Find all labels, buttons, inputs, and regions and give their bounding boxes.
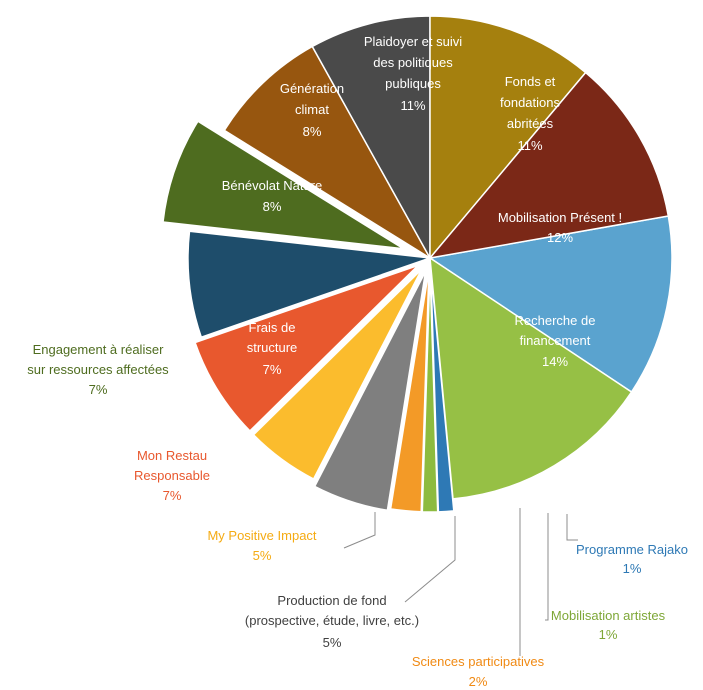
- slice-value-sciences-participatives: 2%: [469, 674, 488, 689]
- slice-label-generation-climat-1: Génération: [280, 81, 344, 96]
- pie-slice-engagement-a-realiser-sur-ressources-affectees: [162, 120, 404, 250]
- slice-label-plaidoyer-et-suivi-des-politiques-publiques-2: des politiques: [373, 55, 453, 70]
- slice-label-engagement-a-realiser-sur-ressources-affectees-2: sur ressources affectées: [27, 362, 169, 377]
- slice-value-frais-de-structure: 7%: [263, 362, 282, 377]
- slice-label-plaidoyer-et-suivi-des-politiques-publiques-1: Plaidoyer et suivi: [364, 34, 462, 49]
- slice-label-mobilisation-present-1: Mobilisation Présent !: [498, 210, 622, 225]
- pie-slice-production-de-fond-prospective-etude-livre-etc: [313, 270, 427, 512]
- slice-label-recherche-de-financement-1: Recherche de: [515, 313, 596, 328]
- slice-label-programme-rajako-1: Programme Rajako: [576, 542, 688, 557]
- slice-label-fonds-et-fondations-abritees-2: fondations: [500, 95, 560, 110]
- leader-line-my-positive-impact: [343, 512, 376, 549]
- pie-slice-my-positive-impact: [252, 268, 423, 481]
- pie-slice-plaidoyer-et-suivi-des-politiques-publiques: [429, 15, 587, 261]
- leader-line-programme-rajako: [566, 514, 578, 541]
- slice-value-generation-climat: 8%: [303, 124, 322, 139]
- leader-line-mobilisation-artistes: [545, 513, 549, 621]
- pie-slice-mobilisation-present: [428, 215, 673, 394]
- pie-slice-fonds-et-fondations-abritees: [428, 71, 670, 260]
- slice-label-generation-climat-2: climat: [295, 102, 329, 117]
- slice-value-fonds-et-fondations-abritees: 11%: [517, 138, 542, 153]
- slice-label-fonds-et-fondations-abritees-1: Fonds et: [505, 74, 556, 89]
- slice-label-sciences-participatives-1: Sciences participatives: [412, 654, 545, 669]
- slice-label-mobilisation-artistes-1: Mobilisation artistes: [551, 608, 666, 623]
- pie-slice-sciences-participatives: [389, 269, 430, 513]
- slice-label-frais-de-structure-1: Frais de: [249, 320, 296, 335]
- slice-value-engagement-a-realiser-sur-ressources-affectees: 7%: [89, 382, 108, 397]
- pie-slice-benevolat-nature: [223, 45, 433, 261]
- slice-label-fonds-et-fondations-abritees-3: abritées: [507, 116, 554, 131]
- pie-slice-mon-restau-responsable: [194, 264, 419, 432]
- slice-value-mobilisation-artistes: 1%: [599, 627, 618, 642]
- slice-label-production-de-fond-prospective-etude-livre-etc-1: Production de fond: [277, 593, 386, 608]
- slice-label-mon-restau-responsable-2: Responsable: [134, 468, 210, 483]
- pie-slice-recherche-de-financement: [429, 256, 633, 500]
- slice-value-programme-rajako: 1%: [623, 561, 642, 576]
- slice-value-production-de-fond-prospective-etude-livre-etc: 5%: [323, 635, 342, 650]
- slice-label-frais-de-structure-2: structure: [247, 340, 298, 355]
- pie-slice-frais-de-structure: [187, 230, 431, 339]
- slice-label-my-positive-impact-1: My Positive Impact: [207, 528, 316, 543]
- slice-value-mobilisation-present: 12%: [547, 230, 573, 245]
- slice-value-my-positive-impact: 5%: [253, 548, 272, 563]
- slice-label-engagement-a-realiser-sur-ressources-affectees-1: Engagement à réaliser: [33, 342, 164, 357]
- slice-value-benevolat-nature: 8%: [263, 199, 282, 214]
- slice-label-production-de-fond-prospective-etude-livre-etc-2: (prospective, étude, livre, etc.): [245, 613, 419, 628]
- slice-label-plaidoyer-et-suivi-des-politiques-publiques-3: publiques: [385, 76, 441, 91]
- slice-label-benevolat-nature-1: Bénévolat Nature: [222, 178, 322, 193]
- pie-slice-generation-climat: [311, 15, 431, 261]
- slice-label-mon-restau-responsable-1: Mon Restau: [137, 448, 207, 463]
- slice-value-mon-restau-responsable: 7%: [163, 488, 182, 503]
- slice-value-plaidoyer-et-suivi-des-politiques-publiques: 11%: [400, 98, 425, 113]
- leader-line-production-de-fond-prospective-etude-livre-etc: [404, 516, 456, 603]
- slice-label-recherche-de-financement-2: financement: [520, 333, 591, 348]
- pie-slice-mobilisation-artistes: [421, 269, 439, 513]
- slice-value-recherche-de-financement: 14%: [542, 354, 568, 369]
